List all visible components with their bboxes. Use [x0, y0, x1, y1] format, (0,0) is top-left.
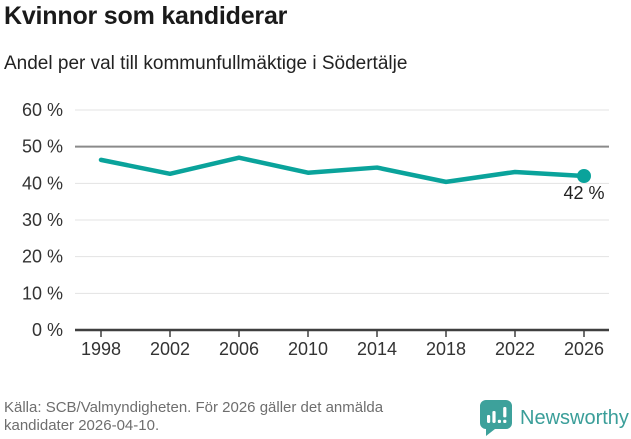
chart-title: Kvinnor som kandiderar — [4, 2, 288, 30]
source-note: Källa: SCB/Valmyndigheten. För 2026 gäll… — [4, 399, 384, 435]
line-chart: 0 % 10 % 20 % 30 % 40 % 50 % 60 % 1998 2002 2006 2… — [22, 100, 609, 359]
x-tick-label: 1998 — [81, 339, 121, 359]
x-tick-label: 2014 — [357, 339, 397, 359]
x-tick-label: 2026 — [564, 339, 604, 359]
newsworthy-logo-icon — [480, 400, 512, 436]
x-tick-label: 2010 — [288, 339, 328, 359]
x-tick-label: 2006 — [219, 339, 259, 359]
x-tick-label: 2022 — [495, 339, 535, 359]
data-line — [98, 155, 587, 185]
y-tick-label: 10 % — [22, 283, 63, 303]
last-value-label: 42 % — [563, 183, 604, 203]
y-tick-label: 30 % — [22, 210, 63, 230]
x-tick-label: 2002 — [150, 339, 190, 359]
newsworthy-brand-name: Newsworthy — [520, 406, 629, 429]
x-tick-label: 2018 — [426, 339, 466, 359]
y-tick-label: 20 % — [22, 247, 63, 267]
newsworthy-brand[interactable]: Newsworthy — [479, 399, 629, 437]
last-data-point — [577, 169, 591, 183]
y-tick-label: 40 % — [22, 173, 63, 193]
chart-subtitle: Andel per val till kommunfullmäktige i S… — [4, 53, 408, 74]
y-tick-label: 60 % — [22, 100, 63, 120]
y-tick-label: 0 % — [32, 320, 63, 340]
y-tick-label: 50 % — [22, 137, 63, 157]
